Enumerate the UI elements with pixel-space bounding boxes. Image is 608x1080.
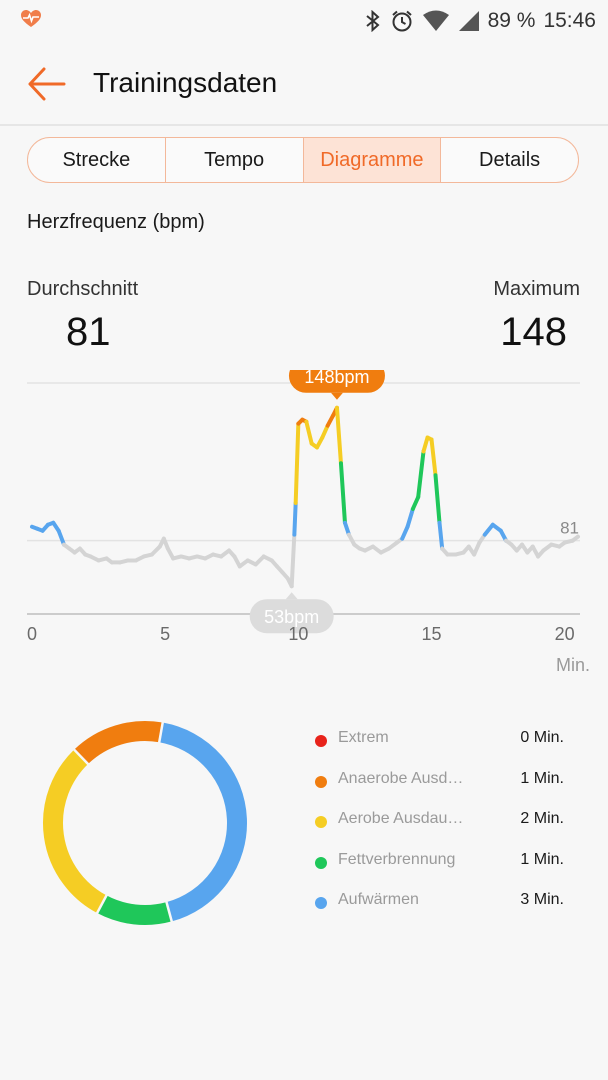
- donut-segment: [43, 749, 107, 914]
- maximum-label: Maximum: [493, 278, 580, 300]
- heart-rate-line-segment: [289, 532, 297, 589]
- donut-separator: [164, 899, 174, 924]
- zone-donut-svg: [43, 720, 247, 925]
- bluetooth-icon: [364, 10, 382, 32]
- legend-label: Extrem: [338, 729, 389, 746]
- donut-segment: [97, 895, 172, 925]
- legend-item-extrem: Extrem 0 Min.: [312, 726, 572, 767]
- donut-segment: [74, 721, 163, 765]
- heart-rate-line-segment: [338, 461, 347, 525]
- donut-separator: [157, 720, 165, 745]
- legend-item-aerob: Aerobe Ausdau… 2 Min.: [312, 807, 572, 848]
- alarm-icon: [390, 9, 414, 33]
- legend-dot-anaerob: [315, 775, 327, 788]
- x-axis-unit-label: Min.: [556, 655, 590, 675]
- average-value: 81: [66, 310, 111, 354]
- tab-details[interactable]: Details: [479, 148, 541, 171]
- heart-rate-line-segment: [416, 449, 426, 500]
- x-tick-label: 10: [288, 624, 308, 644]
- legend-value: 1 Min.: [520, 850, 564, 868]
- zone-donut-chart: [40, 718, 250, 928]
- max-annotation-label: 148bpm: [304, 370, 369, 387]
- legend-item-aufwaermen: Aufwärmen 3 Min.: [312, 888, 572, 929]
- maximum-value: 148: [500, 310, 567, 354]
- heart-rate-chart: 81 148bpm 53bpm 0 5 10 15 20 Min.: [0, 370, 608, 680]
- legend-dot-fettverbrennung: [315, 856, 327, 869]
- battery-text: 89 %: [487, 9, 536, 32]
- heart-rate-line-segment: [437, 520, 445, 551]
- heart-rate-line-segment: [292, 500, 298, 537]
- legend-label: Anaerobe Ausd…: [338, 769, 464, 787]
- legend-label: Aerobe Ausdau…: [338, 810, 464, 827]
- heart-rate-line-segment: [304, 419, 314, 446]
- legend-label: Aufwärmen: [338, 891, 419, 908]
- heart-rate-line-segment: [342, 520, 351, 537]
- legend-value: 0 Min.: [520, 729, 564, 746]
- average-line-label: 81: [560, 519, 579, 538]
- clock: 15:46: [543, 9, 596, 32]
- heart-rate-line-segment: [429, 437, 438, 478]
- legend-value: 1 Min.: [520, 769, 564, 787]
- heart-rate-line-segment: [405, 506, 415, 529]
- heart-rate-line-segment: [433, 473, 442, 525]
- heart-rate-line-segment: [482, 522, 495, 537]
- heart-rate-line-segment: [410, 495, 421, 511]
- heart-rate-line-segment: [570, 534, 580, 543]
- average-label: Durchschnitt: [27, 278, 139, 300]
- legend-dot-aerob: [315, 816, 327, 828]
- legend-item-anaerob: Anaerobe Ausd… 1 Min.: [312, 767, 572, 808]
- min-annotation-bubble: [249, 599, 334, 634]
- legend-item-fettverbrennung: Fettverbrennung 1 Min.: [312, 848, 572, 889]
- heart-rate-line-segment: [400, 524, 410, 541]
- x-tick-label: 15: [421, 624, 441, 644]
- page-title: Trainingsdaten: [93, 67, 278, 98]
- app-bar: Trainingsdaten: [0, 42, 608, 124]
- tab-strecke[interactable]: Strecke: [28, 138, 166, 182]
- heart-rate-line-segment: [421, 435, 430, 454]
- max-annotation-pointer: [330, 392, 343, 400]
- wifi-icon: [422, 10, 450, 32]
- arrow-left-icon: [22, 67, 66, 108]
- min-annotation-label: 53bpm: [264, 607, 319, 627]
- tab-bar: Strecke Tempo Diagramme Details: [27, 137, 579, 183]
- heart-rate-line-segment: [320, 423, 330, 440]
- signal-icon: [458, 10, 480, 32]
- zone-legend: Extrem 0 Min. Anaerobe Ausd… 1 Min. Aero…: [312, 726, 572, 929]
- tab-tempo[interactable]: Tempo: [166, 138, 304, 182]
- x-tick-label: 0: [27, 624, 37, 644]
- legend-dot-aufwaermen: [315, 897, 327, 909]
- donut-separator: [95, 893, 109, 916]
- heart-rate-line-segment: [56, 528, 66, 547]
- heart-rate-line-segment: [293, 421, 301, 505]
- legend-value: 2 Min.: [520, 810, 564, 827]
- legend-value: 3 Min.: [520, 891, 564, 908]
- legend-label: Fettverbrennung: [338, 850, 456, 868]
- heart-rate-line-segment: [472, 540, 482, 557]
- max-annotation-bubble: [288, 370, 385, 393]
- heart-rate-chart-svg: 81 148bpm 53bpm 0 5 10 15 20 Min.: [27, 370, 590, 675]
- legend-dot-extrem: [315, 735, 327, 747]
- header-divider: [0, 124, 608, 126]
- tab-diagramme[interactable]: Diagramme: [303, 138, 442, 182]
- donut-segment: [159, 722, 247, 922]
- heart-rate-icon: [20, 9, 42, 34]
- status-bar: 89 % 15:46: [0, 0, 608, 42]
- x-tick-label: 20: [555, 624, 575, 644]
- min-annotation-pointer: [285, 592, 298, 600]
- donut-separator: [71, 747, 91, 767]
- heart-rate-line-segment: [334, 405, 343, 466]
- heart-rate-title: Herzfrequenz (bpm): [27, 211, 205, 233]
- x-tick-label: 5: [160, 624, 170, 644]
- back-button[interactable]: [22, 64, 66, 104]
